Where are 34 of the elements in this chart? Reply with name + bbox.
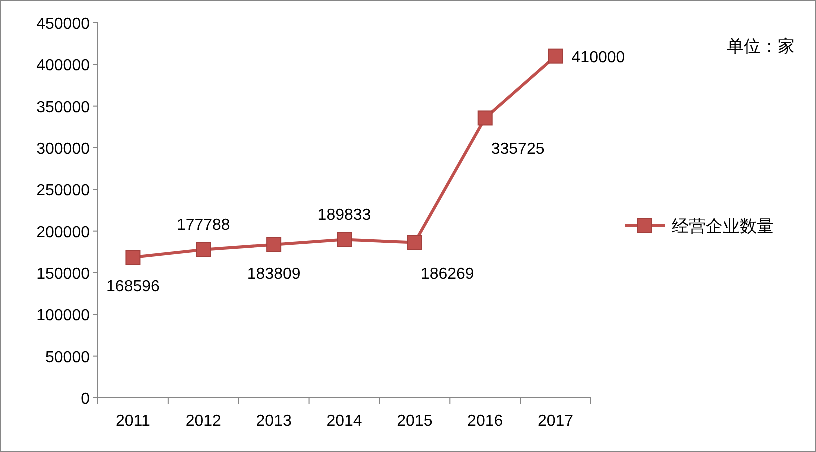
text: 单位：家	[727, 37, 795, 56]
point	[126, 250, 141, 266]
data-label: 335725	[491, 141, 545, 158]
data-label: 168596	[106, 278, 160, 296]
point	[407, 235, 422, 250]
point	[478, 110, 493, 126]
x-tick-label: 2017	[538, 413, 574, 430]
legend-label: 经营企业数量	[672, 217, 774, 236]
x-tick-label: 2016	[468, 413, 504, 430]
data-label: 186269	[420, 266, 474, 283]
y-tick-label: 300000	[36, 141, 90, 158]
data-label: 183809	[247, 266, 301, 283]
point	[548, 48, 564, 64]
y-tick-label: 350000	[36, 99, 90, 116]
y-tick-label: 450000	[36, 16, 90, 33]
point	[266, 237, 282, 252]
y-tick-label: 400000	[36, 58, 90, 75]
legend: 经营企业数量	[625, 217, 774, 236]
x-tick-label: 2011	[116, 413, 151, 430]
y-tick-label: 200000	[36, 224, 90, 242]
y-tick-label: 50000	[46, 349, 90, 366]
x-tick-label: 2015	[397, 413, 433, 430]
y-tick-label: 250000	[36, 182, 90, 200]
point	[337, 232, 352, 248]
data-label: 177788	[176, 216, 230, 234]
y-tick-label: 150000	[36, 266, 90, 283]
y-tick-label: 0	[81, 391, 90, 408]
x-tick-label: 2013	[256, 413, 292, 430]
data-label: 410000	[572, 49, 626, 66]
y-tick-label: 100000	[36, 308, 90, 325]
data-label: 189833	[318, 206, 372, 224]
point	[196, 242, 212, 258]
x-tick-label: 2014	[326, 413, 362, 430]
x-tick-label: 2012	[186, 413, 222, 430]
